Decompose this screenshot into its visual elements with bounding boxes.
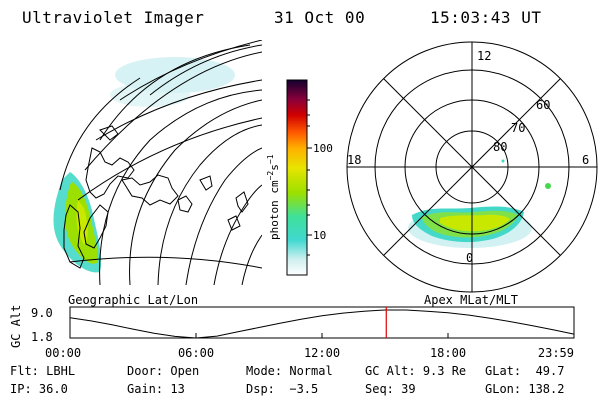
geographic-label: Geographic Lat/Lon: [68, 293, 199, 307]
instrument-title: Ultraviolet Imager: [22, 8, 205, 27]
timeline-xtick-label: 18:00: [430, 346, 466, 360]
time-label: 15:03:43 UT: [430, 8, 542, 27]
timeline-xtick-label: 23:59: [538, 346, 574, 360]
colorbar-scale: [286, 79, 308, 276]
polar-mlt-18: 18: [347, 153, 361, 167]
polar-aurora-core: [440, 214, 510, 232]
colorbar-tick-10: 10: [313, 229, 326, 242]
polar-diag-2: [383, 78, 561, 256]
timeline-xtick-label: 12:00: [304, 346, 340, 360]
gc-alt-timeline: GC Alt 9.0 1.8 00:00 06:00 12:00 18:00 23:59: [9, 305, 575, 360]
colorbar-tick-100: 100: [313, 142, 333, 155]
polar-faint-spot: [501, 159, 505, 163]
polar-lat-60: 60: [536, 98, 550, 112]
timeline-ylabel: GC Alt: [9, 305, 23, 348]
geo-map-content: [53, 40, 262, 285]
date-label: 31 Oct 00: [274, 8, 366, 27]
status-mode: Mode: Normal: [246, 364, 333, 378]
polar-lat-80: 80: [493, 140, 507, 154]
timeline-ytick-max: 9.0: [31, 306, 53, 320]
polar-lat-70: 70: [511, 121, 525, 135]
status-gain: Gain: 13: [127, 382, 185, 396]
status-ip: IP: 36.0: [10, 382, 68, 396]
colorbar-ticks: [307, 99, 312, 256]
geo-lat-lines: [69, 44, 262, 269]
timeline-xticks: 00:00 06:00 12:00 18:00 23:59: [45, 333, 575, 360]
polar-mlt-6: 6: [582, 153, 589, 167]
status-glat: GLat: 49.7: [485, 364, 565, 378]
polar-mlt-12: 12: [477, 49, 491, 63]
gc-alt-line: [69, 309, 575, 339]
status-door: Door: Open: [127, 364, 200, 378]
timeline-ytick-min: 1.8: [31, 330, 53, 344]
colorbar-unit-label: photon cm−2s−1: [266, 154, 281, 240]
polar-plot: 12 18 6 0 60 70 80: [346, 41, 598, 293]
status-dsp: Dsp: −3.5: [246, 382, 319, 396]
polar-bright-spot: [545, 183, 551, 189]
timeline-xtick-label: 06:00: [178, 346, 214, 360]
status-seq: Seq: 39: [365, 382, 416, 396]
geo-lon-lines: [59, 40, 262, 285]
status-glon: GLon: 138.2: [485, 382, 565, 396]
apex-label: Apex MLat/MLT: [424, 293, 518, 307]
polar-mlt-0: 0: [466, 251, 473, 265]
geo-coastlines: [63, 125, 249, 269]
status-filter: Flt: LBHL: [10, 364, 76, 378]
status-gc-alt: GC Alt: 9.3 Re: [365, 364, 467, 378]
timeline-xtick-label: 00:00: [45, 346, 81, 360]
